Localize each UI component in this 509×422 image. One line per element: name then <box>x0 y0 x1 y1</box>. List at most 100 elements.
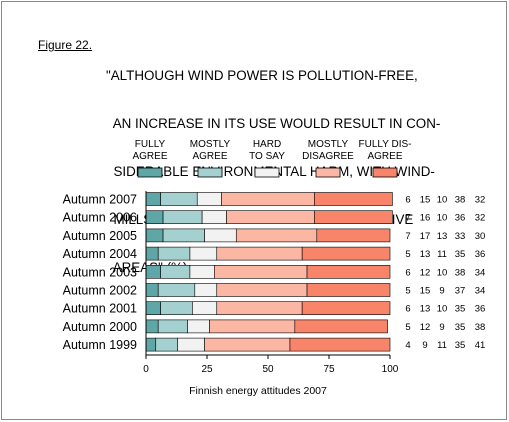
bar-segment <box>306 283 391 297</box>
data-label: 13 <box>437 231 448 242</box>
legend-label: FULLY DIS- <box>359 139 412 150</box>
bar-segment <box>192 301 218 316</box>
category-label: Autumn 2005 <box>63 229 137 243</box>
bar-segment <box>196 192 222 206</box>
legend-label: FULLY <box>135 139 166 150</box>
bar-segment <box>226 210 315 224</box>
x-tick-label: 0 <box>143 364 149 375</box>
legend-swatch <box>137 167 163 178</box>
category-label: Autumn 2006 <box>63 211 137 225</box>
bar-segment <box>221 192 315 206</box>
bar-segment <box>316 228 391 243</box>
category-label: Autumn 2004 <box>63 247 137 261</box>
bar-segment <box>301 246 391 261</box>
data-label: 5 <box>405 322 410 333</box>
data-label: 11 <box>437 340 447 351</box>
data-label: 12 <box>420 322 431 333</box>
data-label: 32 <box>475 195 486 206</box>
data-label: 35 <box>455 249 466 260</box>
data-label: 33 <box>455 231 466 242</box>
bar-segment <box>157 319 188 334</box>
bar-segment <box>189 246 218 261</box>
data-label: 41 <box>475 340 486 351</box>
bar-segment <box>301 301 391 316</box>
legend-swatch <box>372 167 398 178</box>
legend-label: HARD <box>253 139 281 150</box>
data-label: 5 <box>405 286 410 297</box>
data-label: 38 <box>455 267 466 278</box>
title-line: "ALTHOUGH WIND POWER IS POLLUTION-FREE, <box>106 68 418 83</box>
data-label: 17 <box>420 231 431 242</box>
data-label: 36 <box>475 249 486 260</box>
bar-segment <box>157 246 191 261</box>
bar-segment <box>194 283 218 297</box>
bar-segment <box>204 337 291 352</box>
data-label: 35 <box>455 340 466 351</box>
data-label: 10 <box>437 213 448 224</box>
x-tick-label: 100 <box>382 364 399 375</box>
bar-segment <box>187 319 210 334</box>
x-tick-label: 50 <box>262 364 274 375</box>
bar-segment <box>145 319 159 334</box>
figure-label: Figure 22. <box>38 38 93 52</box>
x-tick-label: 25 <box>201 364 213 375</box>
bar-segment <box>162 210 203 224</box>
bar-segment <box>145 337 157 352</box>
data-label: 6 <box>405 267 410 278</box>
bar-segment <box>306 264 391 279</box>
data-label: 9 <box>422 340 427 351</box>
bar-segment <box>314 192 393 206</box>
data-label: 13 <box>420 249 431 260</box>
bar-segment <box>157 283 196 297</box>
data-label: 9 <box>439 322 444 333</box>
data-label: 4 <box>405 340 410 351</box>
category-label: Autumn 1999 <box>63 338 137 352</box>
data-label: 13 <box>420 304 431 315</box>
category-label: Autumn 2000 <box>63 320 137 334</box>
bar-segment <box>160 192 198 206</box>
data-label: 35 <box>455 322 466 333</box>
legend-swatch <box>254 167 280 178</box>
data-label: 6 <box>405 304 410 315</box>
legend-label: AGREE <box>367 151 402 162</box>
title-line: AN INCREASE IN ITS USE WOULD RESULT IN C… <box>106 116 441 131</box>
bar-segment <box>177 337 205 352</box>
bar-segment <box>235 228 318 243</box>
data-label: 15 <box>420 286 431 297</box>
bar-segment <box>289 337 391 352</box>
data-label: 5 <box>405 249 410 260</box>
bar-segment <box>145 246 159 261</box>
bar-segment <box>162 228 205 243</box>
bar-segment <box>314 210 393 224</box>
bar-segment <box>201 210 227 224</box>
data-label: 35 <box>455 304 466 315</box>
data-label: 9 <box>439 286 444 297</box>
bar-segment <box>145 210 164 224</box>
data-label: 10 <box>437 195 448 206</box>
bar-segment <box>216 246 303 261</box>
bar-segment <box>209 319 296 334</box>
data-label: 11 <box>437 249 447 260</box>
data-label: 38 <box>475 322 486 333</box>
bar-segment <box>204 228 237 243</box>
data-label: 10 <box>437 267 448 278</box>
data-label: 12 <box>420 267 431 278</box>
data-label: 36 <box>455 213 466 224</box>
bar-segment <box>189 264 215 279</box>
legend-label: TO SAY <box>249 151 285 162</box>
data-label: 6 <box>405 195 410 206</box>
data-label: 34 <box>475 267 486 278</box>
data-label: 38 <box>455 195 466 206</box>
category-label: Autumn 2007 <box>63 193 137 207</box>
legend-label: MOSTLY <box>190 139 231 150</box>
legend-swatch <box>315 167 341 178</box>
legend-label: DISAGREE <box>302 151 354 162</box>
bar-segment <box>160 264 191 279</box>
legend-label: MOSTLY <box>308 139 349 150</box>
data-label: 7 <box>405 231 410 242</box>
category-label: Autumn 2002 <box>63 284 137 298</box>
data-label: 15 <box>420 195 431 206</box>
data-label: 30 <box>475 231 486 242</box>
bar-segment <box>145 301 161 316</box>
data-label: 16 <box>420 213 431 224</box>
